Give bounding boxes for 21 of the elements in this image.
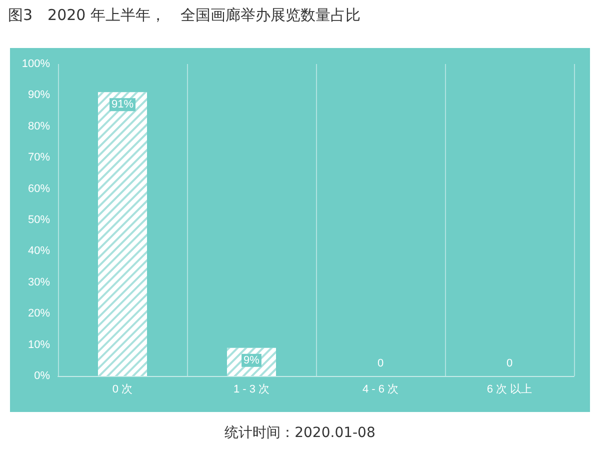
y-tick-label: 100%: [22, 58, 50, 70]
x-tick-label: 1 - 3 次: [233, 384, 270, 396]
x-tick-label: 6 次 以上: [486, 382, 532, 396]
y-tick-label: 40%: [28, 245, 50, 258]
data-label: 9%: [244, 354, 260, 366]
data-label: 91%: [111, 98, 134, 111]
data-label: 0: [506, 358, 513, 370]
y-tick-label: 60%: [28, 182, 50, 195]
text: 统计时间：2020.01-08: [224, 424, 376, 442]
y-tick-label: 70%: [28, 152, 50, 164]
y-tick-label: 30%: [28, 276, 50, 288]
y-tick-label: 0%: [34, 370, 50, 382]
y-tick-label: 10%: [28, 338, 50, 351]
y-tick-label: 20%: [28, 308, 50, 320]
y-tick-label: 50%: [28, 214, 50, 226]
y-tick-label: 90%: [28, 89, 50, 102]
x-tick-label: 0 次: [112, 384, 133, 396]
y-tick-label: 80%: [28, 120, 50, 132]
data-label: 0: [377, 358, 384, 370]
chart-title: 图3 2020 年上半年， 全国画廊举办展览数量占比: [8, 6, 360, 25]
x-tick-label: 4 - 6 次: [362, 384, 399, 396]
